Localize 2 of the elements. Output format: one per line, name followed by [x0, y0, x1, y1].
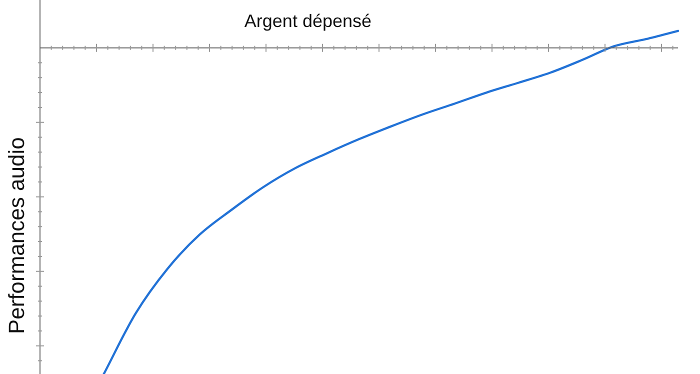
y-axis-title: Performances audio: [4, 137, 30, 334]
x-axis-title: Argent dépensé: [244, 10, 372, 31]
